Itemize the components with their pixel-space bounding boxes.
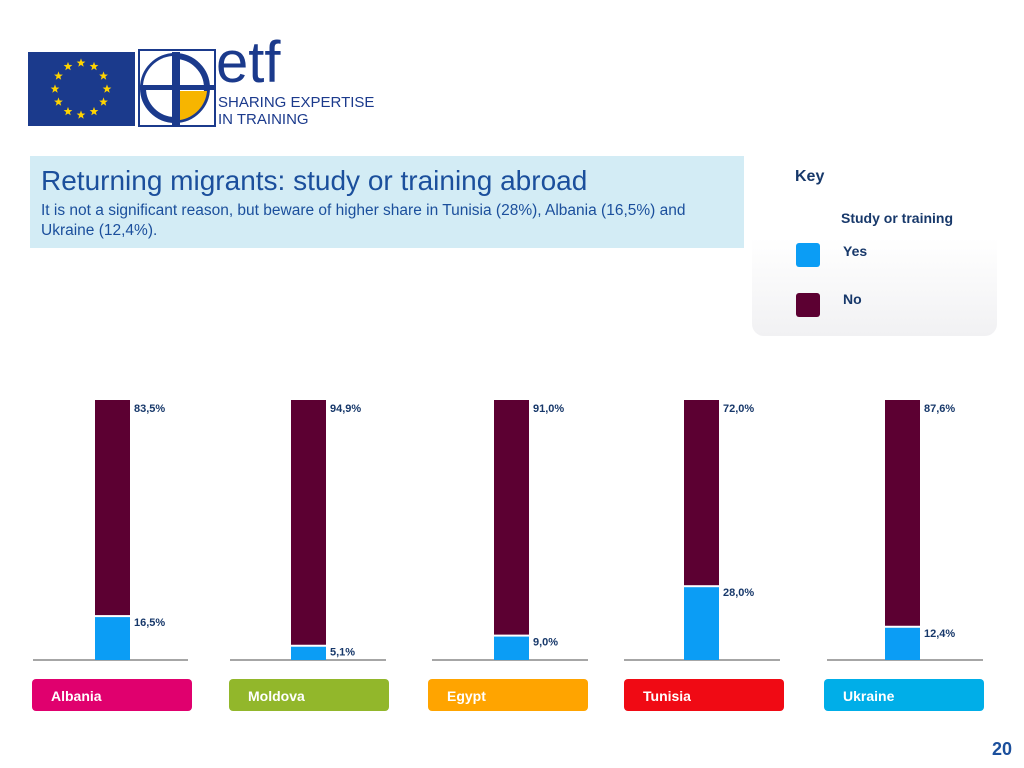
key-swatch-no: [796, 293, 820, 317]
data-label-no-egypt: 91,0%: [533, 403, 564, 415]
bar-yes-moldova: [291, 646, 326, 660]
eu-star-icon: [76, 110, 86, 119]
bar-no-albania: [95, 400, 130, 616]
bar-no-ukraine: [885, 400, 920, 626]
key-item-yes: Yes: [843, 243, 868, 259]
bar-no-tunisia: [684, 400, 719, 586]
data-label-no-ukraine: 87,6%: [924, 403, 955, 415]
eu-star-icon: [99, 97, 108, 106]
eu-star-icon: [63, 61, 73, 71]
title-box: Returning migrants: study or training ab…: [30, 156, 744, 248]
data-label-no-tunisia: 72,0%: [723, 403, 754, 415]
data-label-yes-ukraine: 12,4%: [924, 628, 955, 640]
eu-star-icon: [99, 71, 108, 80]
data-label-no-albania: 83,5%: [134, 403, 165, 415]
category-box-ukraine: [824, 679, 984, 711]
category-box-moldova: [229, 679, 389, 711]
bar-yes-albania: [95, 617, 130, 660]
eu-star-icon: [89, 106, 99, 116]
page-number: 20: [991, 739, 1012, 759]
data-label-yes-moldova: 5,1%: [330, 647, 355, 659]
bar-yes-egypt: [494, 636, 529, 660]
category-box-albania: [32, 679, 192, 711]
data-label-yes-egypt: 9,0%: [533, 637, 558, 649]
page-subtitle: It is not a significant reason, but bewa…: [41, 202, 686, 239]
stacked-bar-chart: 83,5% 16,5% Albania 94,9% 5,1% Moldova 91,0% 9,…: [32, 400, 984, 711]
page-title: Returning migrants: study or training ab…: [41, 165, 588, 196]
bar-no-egypt: [494, 400, 529, 635]
eu-star-icon: [54, 97, 63, 106]
eu-star-icon: [63, 106, 73, 116]
key-swatch-yes: [796, 243, 820, 267]
category-label-tunisia: Tunisia: [643, 688, 691, 704]
bar-yes-ukraine: [885, 627, 920, 660]
etf-cross-icon: [139, 52, 215, 126]
category-label-albania: Albania: [51, 688, 102, 704]
eu-star-icon: [50, 84, 60, 93]
etf-tagline-2: IN TRAINING: [218, 111, 309, 128]
eu-star-icon: [54, 71, 63, 80]
data-label-no-moldova: 94,9%: [330, 403, 361, 415]
key-item-no: No: [843, 291, 862, 307]
eu-star-icon: [89, 61, 99, 71]
data-label-yes-albania: 16,5%: [134, 617, 165, 629]
bar-no-moldova: [291, 400, 326, 645]
eu-star-icon: [76, 58, 86, 67]
etf-wordmark: etf: [216, 30, 281, 95]
key-heading: Study or training: [841, 210, 953, 226]
key-label: Key: [795, 168, 825, 185]
etf-tagline-1: SHARING EXPERTISE: [218, 94, 374, 111]
category-label-ukraine: Ukraine: [843, 688, 895, 704]
category-label-egypt: Egypt: [447, 688, 486, 704]
key-panel: [752, 196, 997, 336]
category-box-egypt: [428, 679, 588, 711]
category-label-moldova: Moldova: [248, 688, 305, 704]
data-label-yes-tunisia: 28,0%: [723, 587, 754, 599]
bar-yes-tunisia: [684, 587, 719, 660]
eu-star-icon: [102, 84, 112, 93]
etf-logo: etf SHARING EXPERTISE IN TRAINING: [28, 30, 374, 128]
category-box-tunisia: [624, 679, 784, 711]
